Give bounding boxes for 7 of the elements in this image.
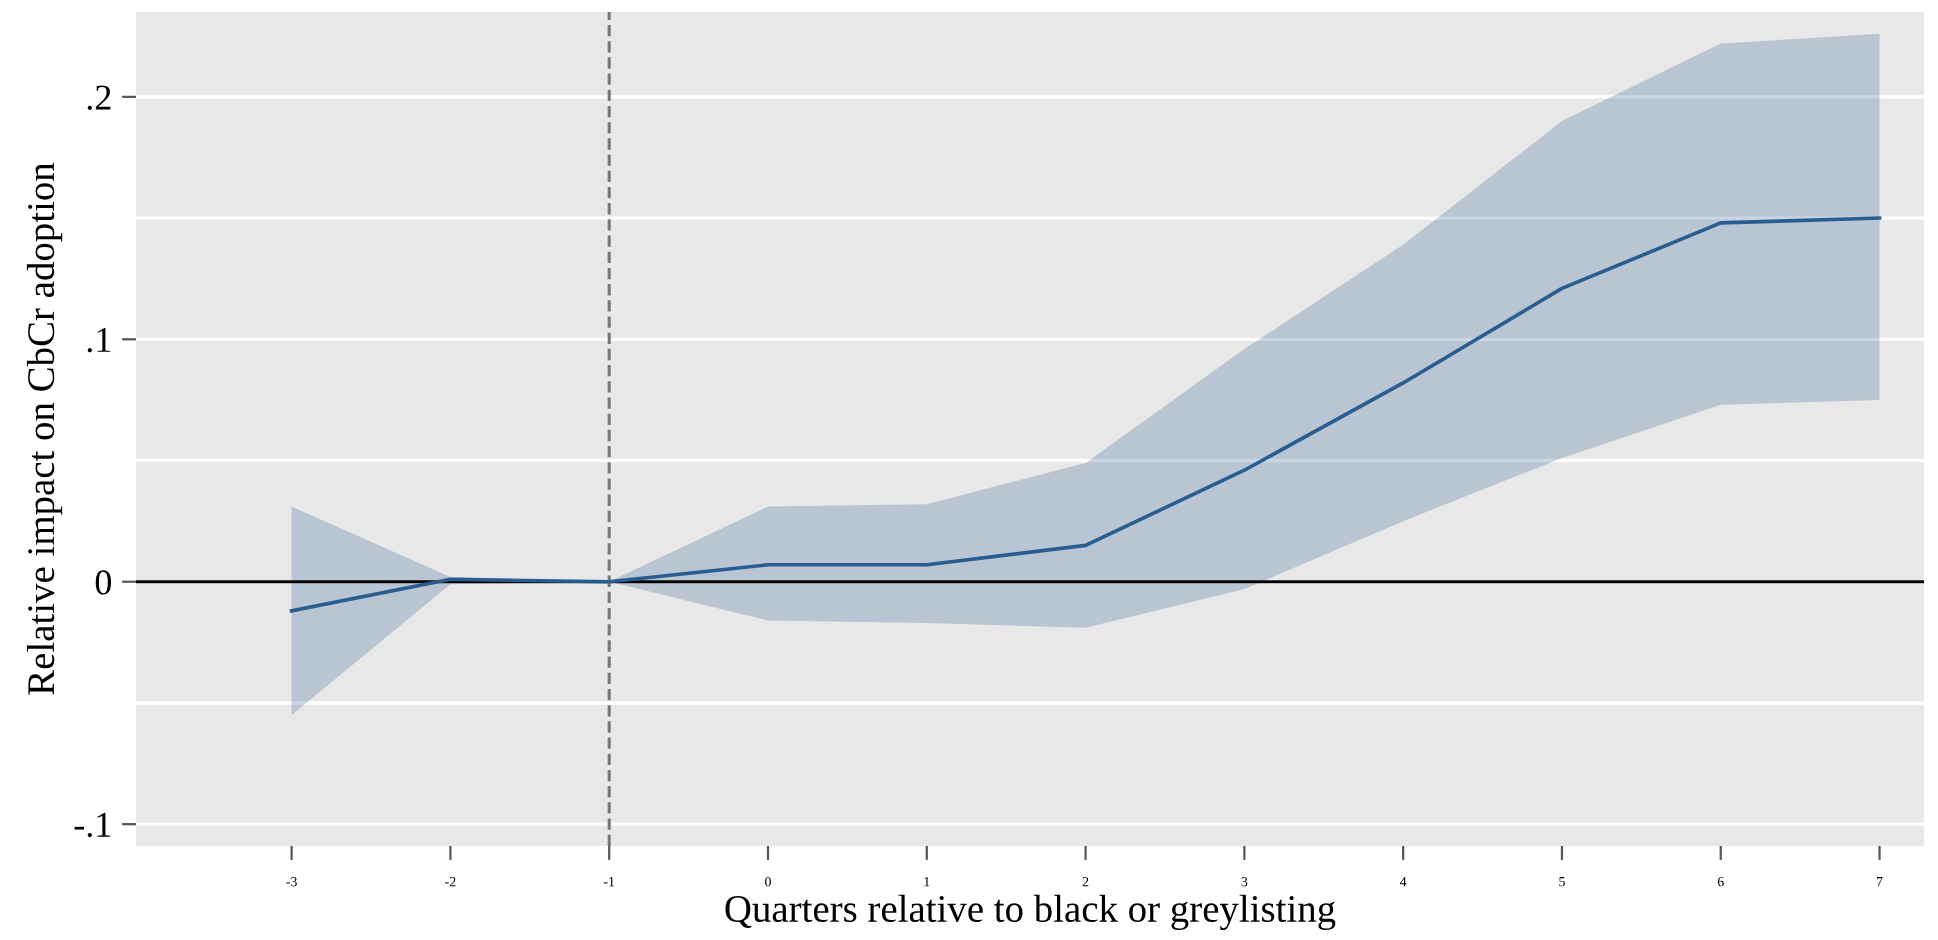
x-axis-title: Quarters relative to black or greylisting <box>725 894 1336 931</box>
y-tick-label: .2 <box>87 85 111 110</box>
y-axis-title: Relative impact on CbCr adoption <box>26 162 63 695</box>
y-tick-label: 0 <box>95 570 112 595</box>
line-series <box>289 216 1882 613</box>
y-tick-label: .1 <box>87 327 111 353</box>
y-tick-label: -.1 <box>74 812 111 838</box>
